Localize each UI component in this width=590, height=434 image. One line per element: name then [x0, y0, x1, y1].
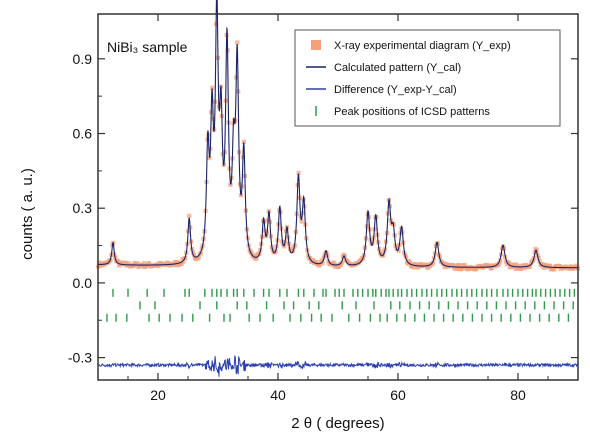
experimental-point: [299, 219, 304, 224]
x-tick-label: 60: [390, 387, 406, 403]
experimental-point: [536, 255, 541, 261]
experimental-point: [241, 139, 247, 144]
y-tick-label: 0.9: [73, 51, 93, 67]
x-axis-label: 2 θ ( degrees): [291, 415, 384, 432]
x-tick-label: 40: [270, 387, 286, 403]
experimental-point: [411, 265, 416, 270]
experimental-point: [489, 266, 494, 271]
legend-item: Calculated pattern (Y_cal): [306, 62, 461, 74]
legend-square-marker: [311, 40, 321, 50]
experimental-point: [181, 259, 186, 264]
y-tick-label: -0.3: [68, 350, 92, 366]
plot-area: [95, 0, 581, 377]
experimental-point: [456, 262, 462, 268]
experimental-point: [407, 260, 413, 266]
plot-frame: [97, 13, 579, 381]
experimental-point: [191, 252, 197, 258]
y-tick-label: 0.6: [73, 126, 93, 142]
experimental-point: [135, 261, 140, 266]
y-tick-label: 0.0: [73, 275, 93, 291]
legend-box: [294, 29, 561, 127]
legend-item: Peak positions of ICSD patterns: [315, 106, 490, 118]
series-difference: [97, 354, 579, 377]
experimental-point: [548, 263, 553, 268]
experimental-point: [254, 256, 259, 261]
experimental-point: [179, 261, 184, 266]
experimental-point: [522, 265, 527, 270]
experimental-point: [235, 40, 240, 45]
experimental-point: [396, 248, 401, 253]
experimental-point: [126, 261, 131, 266]
legend-label: X-ray experimental diagram (Y_exp): [334, 40, 511, 52]
experimental-point: [462, 263, 467, 268]
axis-ticks: 20 40 60 80 0.9 0.6 0.3 0.0 -0.3: [68, 14, 578, 403]
experimental-point: [338, 262, 343, 267]
y-tick-label: 0.3: [73, 200, 93, 216]
legend-label: Difference (Y_exp-Y_cal): [334, 84, 457, 96]
peak-positions-row-3: [106, 313, 570, 322]
legend-item: X-ray experimental diagram (Y_exp): [311, 40, 511, 52]
experimental-point: [207, 155, 212, 161]
x-tick-label: 80: [510, 387, 526, 403]
sample-label: NiBi₃ sample: [107, 39, 188, 55]
experimental-point: [569, 264, 574, 269]
experimental-point: [310, 257, 316, 263]
experimental-point: [210, 85, 215, 90]
experimental-point: [196, 255, 201, 260]
experimental-point: [459, 266, 464, 271]
experimental-point: [187, 213, 192, 218]
experimental-point: [508, 262, 513, 267]
legend: X-ray experimental diagram (Y_exp) Calcul…: [294, 29, 561, 127]
experimental-point: [519, 266, 524, 271]
experimental-point: [527, 264, 533, 269]
experimental-point: [332, 260, 337, 265]
experimental-point: [404, 255, 409, 260]
experimental-point: [551, 267, 557, 272]
experimental-point: [296, 170, 301, 175]
experimental-point: [141, 261, 147, 266]
series-calculated: [98, 0, 578, 269]
x-tick-label: 20: [150, 387, 166, 403]
legend-label: Calculated pattern (Y_cal): [334, 62, 461, 74]
experimental-point: [190, 250, 196, 255]
experimental-point: [430, 260, 436, 265]
experimental-point: [454, 266, 460, 271]
experimental-point: [123, 260, 128, 266]
experimental-point: [282, 244, 287, 249]
experimental-point: [319, 258, 324, 263]
legend-item: Difference (Y_exp-Y_cal): [306, 84, 457, 96]
experimental-point: [320, 261, 325, 266]
experimental-point: [96, 260, 102, 265]
experimental-point: [317, 262, 322, 267]
peak-positions-row-2: [139, 301, 574, 310]
y-axis-label: counts ( a. u.): [19, 168, 36, 260]
legend-label: Peak positions of ICSD patterns: [334, 106, 490, 118]
experimental-point: [497, 261, 502, 266]
peak-positions-row-1: [112, 288, 576, 297]
experimental-point: [487, 263, 492, 268]
experimental-point: [453, 263, 458, 269]
